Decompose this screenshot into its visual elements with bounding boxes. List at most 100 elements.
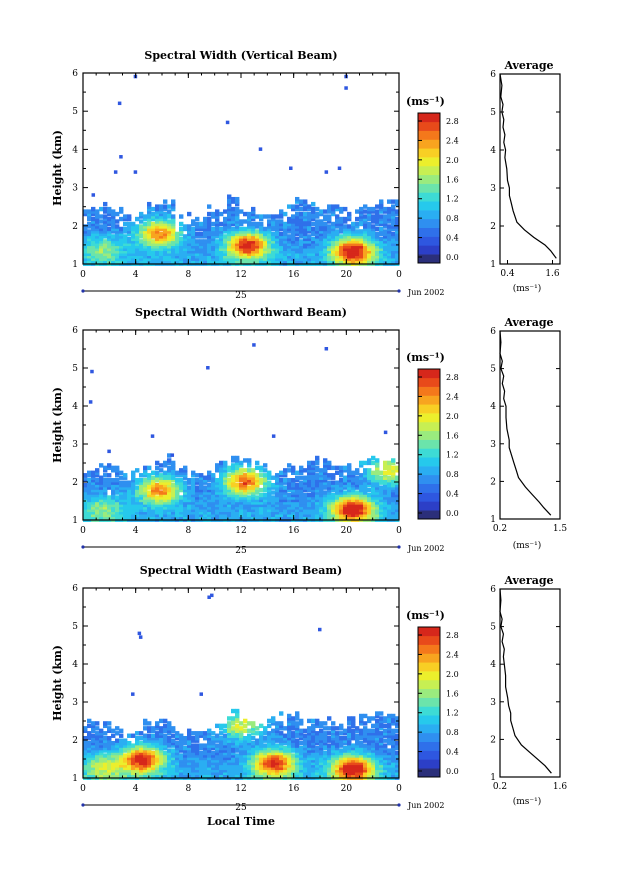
heatmap-cell xyxy=(299,241,304,247)
heatmap-cell xyxy=(231,743,236,748)
heatmap-cell xyxy=(195,773,200,778)
heatmap-cell xyxy=(259,760,264,766)
heatmap-cell xyxy=(359,765,364,771)
heatmap-cell xyxy=(231,199,236,204)
heatmap-cell xyxy=(395,505,400,510)
heatmap-cell xyxy=(223,758,228,763)
heatmap-cell xyxy=(195,512,200,517)
heatmap-cell xyxy=(219,748,224,753)
heatmap-cell xyxy=(251,214,256,219)
heatmap-cell xyxy=(151,738,156,743)
heatmap-cell xyxy=(287,478,292,483)
heatmap-cell xyxy=(131,753,136,758)
heatmap-cell xyxy=(323,251,328,256)
heatmap-cell xyxy=(155,470,160,475)
heatmap-cell xyxy=(215,487,220,493)
heatmap-cell xyxy=(247,470,252,475)
heatmap-cell xyxy=(139,502,144,508)
heatmap-cell xyxy=(327,259,332,264)
heatmap-cell xyxy=(255,236,260,242)
heatmap-cell xyxy=(371,216,376,222)
heatmap-cell xyxy=(343,246,348,252)
heatmap-cell xyxy=(207,473,212,478)
heatmap-cell xyxy=(147,251,152,256)
heatmap-cell xyxy=(255,515,260,520)
heatmap-cell xyxy=(147,500,152,505)
heatmap-cell xyxy=(363,713,368,719)
heatmap-cell xyxy=(103,763,108,768)
x-ticks: 0 4 8 12 16 20 0 xyxy=(80,73,402,280)
heatmap-cell xyxy=(307,726,312,731)
heatmap-cell xyxy=(327,254,332,259)
heatmap-cell xyxy=(155,249,160,254)
heatmap-cell xyxy=(251,760,256,766)
heatmap-cell xyxy=(83,505,88,510)
heatmap-cell xyxy=(227,236,232,242)
heatmap-cell xyxy=(127,773,132,778)
heatmap-cell xyxy=(211,239,216,244)
heatmap-cell xyxy=(135,244,140,249)
heatmap-cell xyxy=(279,505,284,510)
heatmap-cell xyxy=(279,510,284,515)
heatmap-cell xyxy=(187,731,192,736)
heatmap-cell xyxy=(307,256,312,261)
heatmap-cell xyxy=(119,497,124,503)
heatmap-cell xyxy=(363,256,368,261)
heatmap-cell xyxy=(91,470,96,475)
heatmap-cell xyxy=(319,492,324,498)
heatmap-cell xyxy=(171,236,176,242)
heatmap-cell xyxy=(303,748,308,753)
heatmap-cell xyxy=(331,211,336,217)
heatmap-cell xyxy=(235,458,240,463)
heatmap-cell xyxy=(243,473,248,478)
heatmap-cell xyxy=(267,475,272,480)
heatmap-cell xyxy=(343,236,348,242)
heatmap-cell xyxy=(315,473,320,478)
heatmap-cell xyxy=(123,485,128,490)
heatmap-cell xyxy=(119,740,124,746)
heatmap-cell xyxy=(211,510,216,515)
heatmap-cell xyxy=(383,475,388,480)
heatmap-cell xyxy=(279,254,284,259)
colorbar-label: 0.8 xyxy=(446,214,459,223)
heatmap-cell xyxy=(311,748,316,753)
heatmap-cell xyxy=(243,753,248,758)
heatmap-cell xyxy=(159,718,164,724)
heatmap-cell xyxy=(379,507,384,513)
heatmap-cell xyxy=(311,259,316,264)
heatmap-cell xyxy=(327,495,332,500)
heatmap-cell xyxy=(187,736,192,741)
heatmap-cell xyxy=(255,254,260,259)
heatmap-cell xyxy=(227,487,232,493)
heatmap-cell xyxy=(315,244,320,249)
heatmap-cell xyxy=(287,718,292,724)
heatmap-cell xyxy=(351,723,356,729)
heatmap-cell xyxy=(183,473,188,478)
heatmap-cell xyxy=(383,236,388,242)
heatmap-cell xyxy=(303,256,308,261)
heatmap-cell xyxy=(179,512,184,517)
heatmap-cell xyxy=(87,731,92,736)
heatmap-cell xyxy=(303,206,308,212)
heatmap-cell xyxy=(295,196,300,202)
heatmap-cell xyxy=(143,234,148,239)
heatmap-cell xyxy=(215,231,220,237)
colorbar-swatch xyxy=(418,386,440,396)
heatmap-cell xyxy=(159,239,164,244)
heatmap-cell xyxy=(187,246,192,252)
heatmap-cell xyxy=(147,206,152,212)
heatmap-cell xyxy=(223,485,228,490)
heatmap-cell xyxy=(267,505,272,510)
heatmap-cell xyxy=(347,211,352,217)
heatmap-cell xyxy=(331,480,336,485)
heatmap-cell xyxy=(83,502,88,508)
heatmap-cell xyxy=(231,505,236,510)
heatmap-cell xyxy=(359,219,364,224)
heatmap-cell xyxy=(171,726,176,731)
heatmap-cell xyxy=(363,758,368,763)
heatmap-cell xyxy=(227,502,232,508)
heatmap-cell xyxy=(363,246,368,252)
heatmap-cell xyxy=(243,500,248,505)
heatmap-cell xyxy=(195,733,200,738)
heatmap-cell xyxy=(143,482,148,488)
